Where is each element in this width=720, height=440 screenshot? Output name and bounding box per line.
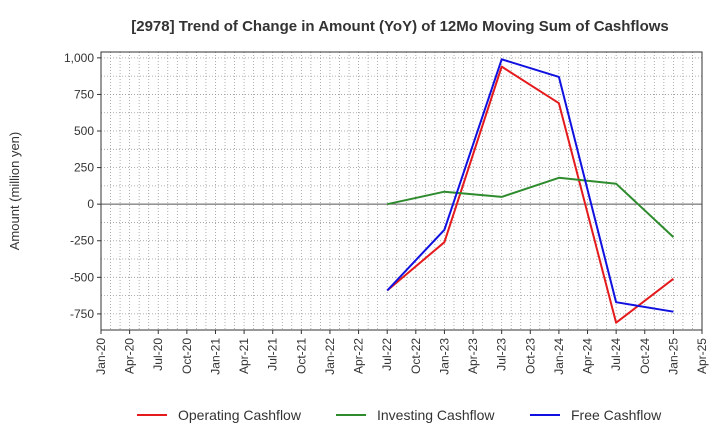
x-tick-label: Apr-20 <box>123 338 137 374</box>
x-tick-label: Oct-22 <box>409 338 423 374</box>
y-tick-label: 250 <box>74 161 94 175</box>
axis-layer: -750 -500 -250 0 250 500 750 1,000 Jan-20 Apr-20 J… <box>64 51 709 375</box>
y-tick-label: 1,000 <box>64 51 94 65</box>
y-tick-label: 750 <box>74 87 94 101</box>
x-tick-label: Jan-21 <box>208 338 222 375</box>
x-tick-label: Jan-24 <box>552 338 566 375</box>
x-tick-label: Jul-20 <box>151 338 165 371</box>
grid-layer <box>100 52 703 330</box>
x-tick-label: Jan-22 <box>323 338 337 375</box>
x-tick-label: Jul-21 <box>266 338 280 371</box>
legend-label-operating-cashflow: Operating Cashflow <box>178 407 302 423</box>
chart-title: [2978] Trend of Change in Amount (YoY) o… <box>131 18 669 35</box>
x-tick-label: Apr-25 <box>695 338 709 374</box>
y-tick-label: 0 <box>87 197 94 211</box>
series-layer <box>386 58 675 324</box>
x-tick-label: Jul-24 <box>609 338 623 371</box>
y-axis-label: Amount (million yen) <box>7 132 22 251</box>
y-tick-label: -750 <box>70 307 94 321</box>
x-tick-label: Jan-25 <box>666 338 680 375</box>
x-tick-label: Apr-23 <box>466 338 480 374</box>
x-tick-label: Oct-23 <box>523 338 537 374</box>
x-tick-label: Oct-21 <box>294 338 308 374</box>
x-tick-label: Jan-23 <box>437 338 451 375</box>
legend: Operating Cashflow Investing Cashflow Free… <box>137 407 662 423</box>
x-tick-label: Jul-22 <box>380 338 394 371</box>
x-tick-label: Oct-20 <box>180 338 194 374</box>
x-tick-label: Apr-22 <box>352 338 366 374</box>
y-tick-label: -250 <box>70 234 94 248</box>
x-tick-label: Apr-24 <box>581 338 595 374</box>
x-tick-label: Apr-21 <box>237 338 251 374</box>
series-line-investing-cashflow <box>386 176 675 238</box>
y-tick-label: -500 <box>70 270 94 284</box>
x-tick-label: Oct-24 <box>638 338 652 374</box>
x-tick-label: Jan-20 <box>94 338 108 375</box>
series-line-operating-cashflow <box>386 65 675 324</box>
legend-label-free-cashflow: Free Cashflow <box>571 407 662 423</box>
series-line-free-cashflow <box>386 58 674 313</box>
x-tick-label: Jul-23 <box>495 338 509 371</box>
legend-label-investing-cashflow: Investing Cashflow <box>377 407 495 423</box>
y-tick-label: 500 <box>74 124 94 138</box>
plot-frame <box>100 51 703 331</box>
